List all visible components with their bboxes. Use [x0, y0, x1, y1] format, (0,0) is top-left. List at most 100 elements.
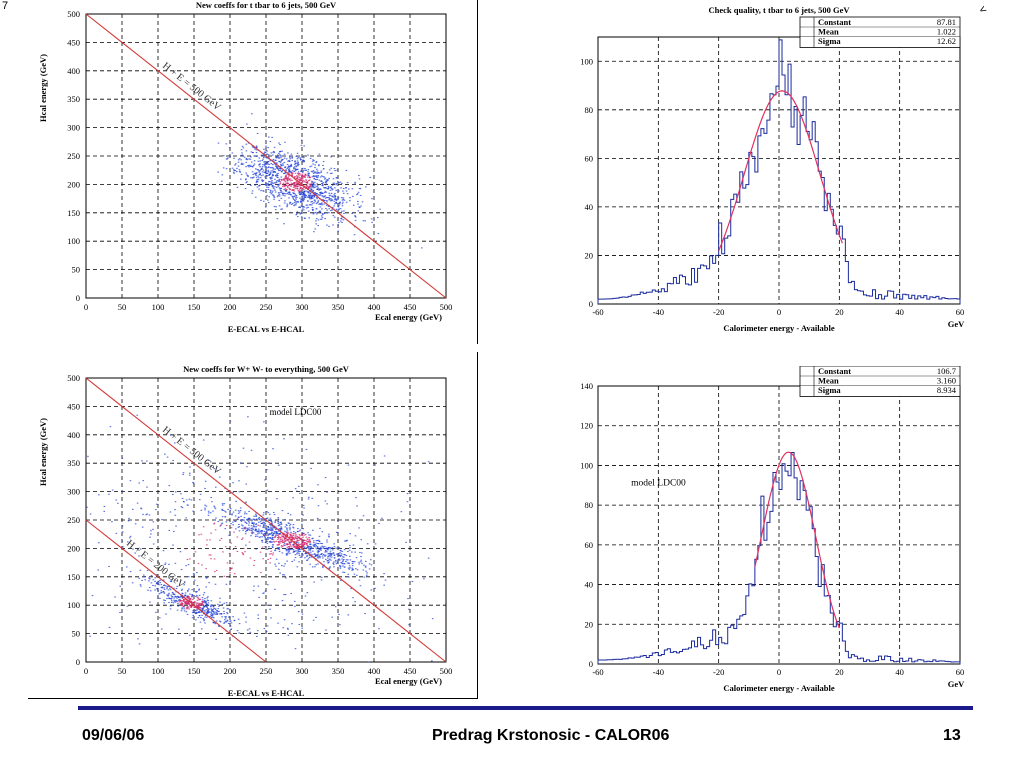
scatter-point: [229, 155, 232, 157]
scatter-point: [271, 541, 273, 543]
scatter-point: [323, 561, 325, 563]
scatter-point: [272, 552, 275, 554]
scatter-point: [319, 188, 322, 190]
footer-date: 09/06/06: [82, 727, 145, 744]
scatter-point: [188, 596, 191, 598]
scatter-point: [290, 182, 293, 184]
scatter-point: [238, 491, 241, 493]
scatter-point: [185, 601, 188, 604]
chart-title: New coeffs for t tbar to 6 jets, 500 GeV: [196, 0, 337, 10]
scatter-point: [158, 584, 160, 586]
scatter-point: [334, 170, 336, 172]
scatter-point: [300, 205, 303, 207]
scatter-point: [225, 168, 228, 170]
scatter-point: [268, 166, 270, 168]
scatter-point: [246, 181, 248, 183]
scatter-point: [308, 496, 310, 498]
scatter-point: [276, 173, 278, 175]
scatter-point: [288, 160, 290, 162]
scatter-point: [276, 167, 278, 169]
x-tick-label: 450: [404, 666, 417, 676]
scatter-point: [275, 528, 277, 531]
scatter-point: [274, 520, 277, 522]
scatter-point: [306, 556, 308, 558]
scatter-point: [308, 547, 310, 549]
scatter-point: [244, 502, 247, 504]
scatter-point: [276, 154, 279, 156]
scatter-point: [295, 163, 297, 165]
scatter-point: [329, 554, 332, 556]
scatter-point: [331, 184, 334, 186]
scatter-point: [247, 164, 250, 166]
scatter-point: [251, 519, 253, 521]
scatter-point: [355, 497, 357, 499]
scatter-point: [321, 183, 323, 185]
scatter-point: [174, 562, 177, 564]
scatter-point: [298, 206, 300, 208]
scatter-point: [199, 598, 202, 600]
scatter-point: [286, 183, 288, 185]
scatter-point: [357, 203, 359, 205]
scatter-point: [341, 205, 344, 207]
scatter-point: [173, 599, 175, 601]
scatter-point: [274, 170, 276, 173]
scatter-point: [292, 527, 295, 529]
scatter-point: [286, 182, 289, 184]
scatter-point: [247, 528, 249, 530]
scatter-point: [148, 580, 150, 582]
scatter-point: [295, 168, 298, 171]
scatter-point: [324, 554, 327, 556]
scatter-point: [352, 597, 354, 599]
scatter-point: [273, 163, 276, 165]
scatter-point: [278, 157, 280, 159]
scatter-point: [281, 599, 284, 602]
scatter-point: [353, 561, 356, 563]
scatter-point: [293, 195, 295, 197]
scatter-point: [296, 152, 299, 154]
scatter-point: [318, 179, 321, 181]
scatter-point: [297, 163, 299, 165]
scatter-point: [223, 622, 225, 624]
scatter-point: [183, 600, 186, 602]
scatter-point: [206, 544, 208, 546]
scatter-point: [333, 554, 336, 556]
scatter-point: [211, 616, 214, 618]
scatter-point: [150, 582, 153, 584]
scatter-point: [254, 529, 256, 532]
scatter-point: [273, 540, 275, 542]
scatter-point: [298, 173, 301, 175]
scatter-point: [263, 154, 265, 156]
scatter-point: [286, 544, 288, 546]
scatter-point: [223, 503, 226, 505]
scatter-point: [325, 629, 327, 631]
scatter-point: [314, 172, 316, 174]
scatter-point: [288, 525, 291, 527]
scatter-point: [302, 504, 305, 506]
scatter-point: [296, 213, 298, 215]
scatter-point: [258, 519, 261, 521]
scatter-point: [305, 552, 307, 554]
scatter-point: [202, 617, 205, 620]
scatter-point: [218, 610, 220, 612]
scatter-point: [248, 524, 250, 526]
x-tick-label: 300: [296, 666, 309, 676]
scatter-point: [231, 514, 233, 516]
scatter-point: [167, 593, 170, 595]
scatter-point: [243, 513, 246, 515]
scatter-point: [283, 192, 286, 194]
scatter-point: [196, 596, 199, 598]
scatter-point: [181, 507, 184, 509]
scatter-point: [249, 631, 252, 633]
scatter-point: [328, 177, 330, 179]
scatter-point: [250, 184, 252, 186]
scatter-chart-ww: 0 50 100 150 200 250 300 350 400 450 5000501001502…: [38, 364, 452, 698]
stats-label: Mean: [818, 376, 839, 386]
scatter-point: [287, 549, 290, 551]
scatter-point: [251, 166, 254, 168]
vertical-separator-top: [477, 0, 478, 344]
scatter-point: [271, 528, 274, 530]
scatter-point: [285, 553, 288, 555]
scatter-point: [195, 591, 197, 593]
scatter-point: [207, 609, 210, 611]
scatter-point: [308, 538, 311, 540]
